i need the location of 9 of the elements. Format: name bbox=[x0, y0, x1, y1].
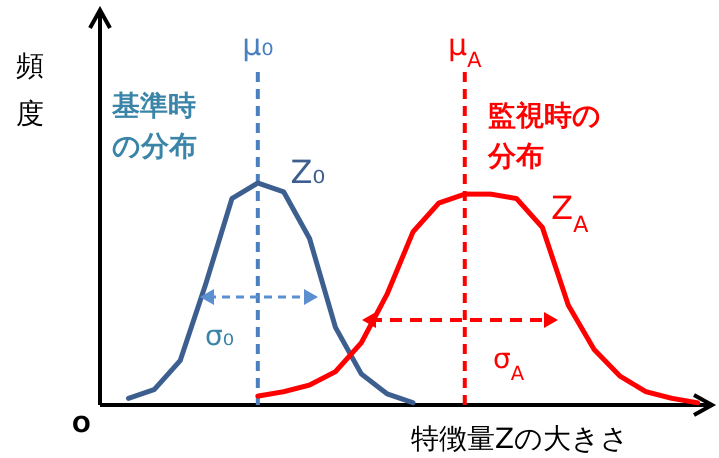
annotation: σ$_{A}$ bbox=[493, 342, 525, 384]
x-axis-title: 特徴量Zの大きさ bbox=[410, 422, 630, 455]
text: 基準時の分布 bbox=[111, 89, 197, 163]
text: O bbox=[72, 413, 91, 438]
y-axis-title: 頻度 bbox=[16, 49, 44, 130]
series-label: Z$_{A}$ bbox=[551, 189, 590, 238]
annotation: σ₀ bbox=[205, 319, 234, 352]
series-label: Z₀ bbox=[290, 153, 326, 191]
text: 監視時の分布 bbox=[487, 99, 601, 173]
